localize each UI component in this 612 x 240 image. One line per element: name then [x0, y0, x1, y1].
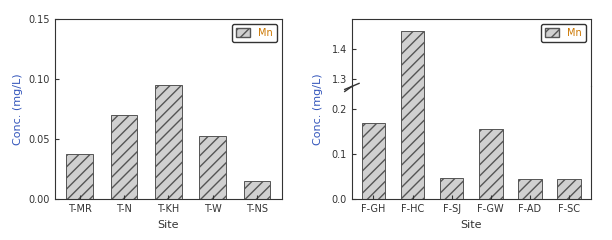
- Bar: [244, 181, 271, 199]
- Bar: [479, 129, 502, 199]
- X-axis label: Site: Site: [157, 220, 179, 230]
- Bar: [155, 85, 182, 199]
- Bar: [111, 115, 137, 199]
- Bar: [518, 179, 542, 199]
- Bar: [200, 136, 226, 199]
- Y-axis label: Conc. (mg/L): Conc. (mg/L): [13, 73, 23, 145]
- Legend: Mn: Mn: [541, 24, 586, 42]
- Text: Conc. (mg/L): Conc. (mg/L): [313, 73, 323, 145]
- Bar: [401, 0, 424, 199]
- Bar: [66, 154, 93, 199]
- Legend: Mn: Mn: [232, 24, 277, 42]
- Bar: [401, 31, 424, 240]
- Bar: [362, 123, 385, 199]
- Bar: [558, 179, 581, 199]
- X-axis label: Site: Site: [460, 220, 482, 230]
- Bar: [440, 179, 463, 199]
